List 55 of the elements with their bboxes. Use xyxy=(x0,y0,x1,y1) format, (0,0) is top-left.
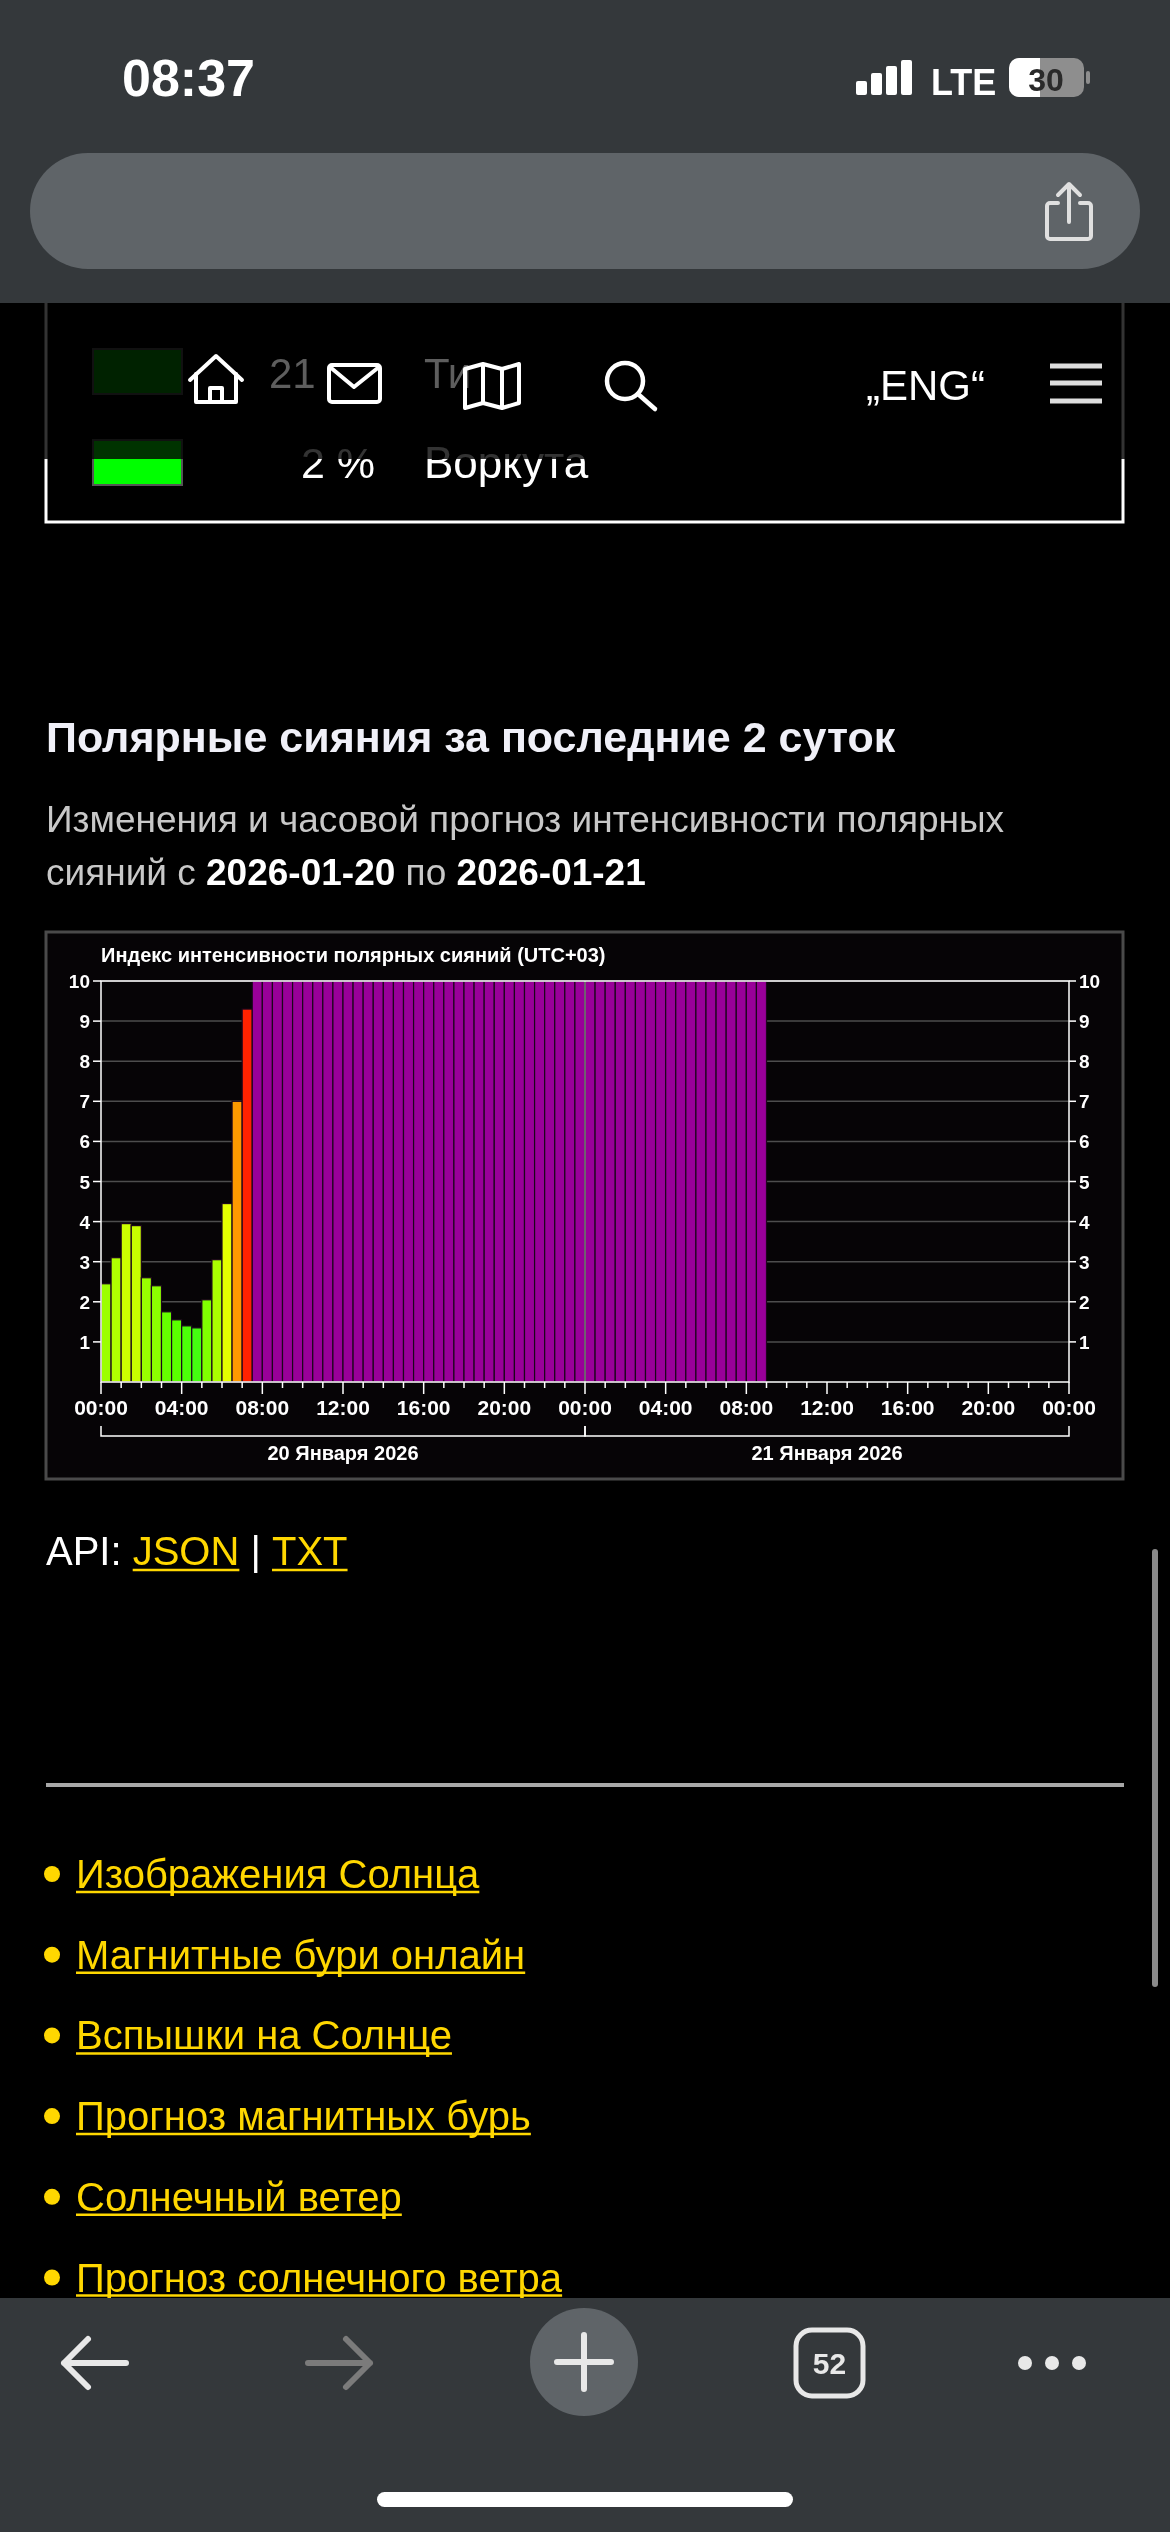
y2-tick-label: 5 xyxy=(1079,1171,1090,1193)
text: Воркута xyxy=(424,438,589,487)
y2-tick-label: 2 xyxy=(1079,1291,1090,1313)
x-tick-label: 00:00 xyxy=(1042,1396,1096,1419)
x-tick-label: 16:00 xyxy=(880,1396,935,1419)
x-tick-label: 04:00 xyxy=(154,1396,209,1419)
text: JSON xyxy=(132,1529,240,1573)
y2-tick-label: 10 xyxy=(1079,971,1101,992)
text: 08:37 xyxy=(122,49,255,107)
x-tick-label: 12:00 xyxy=(316,1396,370,1419)
y-tick-label: 1 xyxy=(79,1331,91,1353)
text: Вспышки на Солнце xyxy=(76,2013,452,2058)
text: API: xyxy=(46,1529,122,1573)
chart-title: Индекс интенсивности полярных сияний (UTC+03) xyxy=(101,944,606,966)
y-tick-label: 8 xyxy=(79,1051,90,1073)
x-tick-label: 04:00 xyxy=(638,1396,693,1419)
text: Прогноз солнечного ветра xyxy=(76,2255,563,2300)
y2-tick-label: 4 xyxy=(1079,1211,1090,1233)
text: Прогноз магнитных бурь xyxy=(76,2094,531,2139)
x-tick-label: 08:00 xyxy=(719,1396,774,1419)
text: „ENG“ xyxy=(866,362,985,409)
text: Полярные сияния за последние 2 суток xyxy=(46,713,896,761)
y2-tick-label: 9 xyxy=(1079,1011,1090,1033)
x-tick-label: 20:00 xyxy=(477,1396,532,1419)
x-tick-label: 00:00 xyxy=(74,1396,128,1419)
x-tick-label: 00:00 xyxy=(558,1396,612,1419)
y-tick-label: 5 xyxy=(79,1171,91,1193)
y-tick-label: 6 xyxy=(79,1131,90,1153)
text: LTE xyxy=(931,62,997,103)
text: 21 xyxy=(269,350,316,397)
y-tick-label: 2 xyxy=(79,1291,90,1313)
text: Изображения Солнца xyxy=(76,1852,481,1896)
text: TXT xyxy=(272,1529,348,1573)
y-tick-label: 3 xyxy=(79,1251,90,1273)
y2-tick-label: 1 xyxy=(1079,1331,1090,1353)
y-tick-label: 4 xyxy=(79,1211,91,1233)
text: Магнитные бури онлайн xyxy=(76,1932,526,1977)
text: Изменения и часовой прогноз интенсивности полярных сияний с 2026-01-20 по 2026-01-21 xyxy=(46,799,1005,893)
text: 20 Января 2026 xyxy=(267,1442,419,1464)
text: Солнечный ветер xyxy=(76,2174,402,2219)
x-tick-label: 16:00 xyxy=(396,1396,451,1419)
text: | xyxy=(250,1529,261,1573)
y-tick-label: 10 xyxy=(68,971,90,992)
x-tick-label: 20:00 xyxy=(961,1396,1016,1419)
y-tick-label: 9 xyxy=(79,1011,90,1033)
y2-tick-label: 3 xyxy=(1079,1251,1090,1273)
y2-tick-label: 6 xyxy=(1079,1131,1090,1153)
y2-tick-label: 8 xyxy=(1079,1051,1090,1073)
y2-tick-label: 7 xyxy=(1079,1091,1090,1113)
text: 2 % xyxy=(300,439,375,487)
text: 21 Января 2026 xyxy=(751,1442,903,1464)
y-tick-label: 7 xyxy=(79,1091,90,1113)
text: 52 xyxy=(812,2347,847,2380)
x-tick-label: 12:00 xyxy=(800,1396,854,1419)
x-tick-label: 08:00 xyxy=(235,1396,290,1419)
